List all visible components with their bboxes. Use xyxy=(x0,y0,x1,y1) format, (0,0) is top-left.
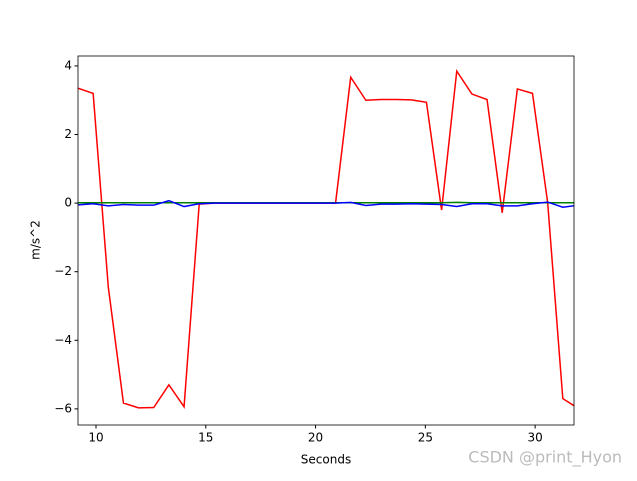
x-axis-label: Seconds xyxy=(301,453,351,467)
y-tick-label: −4 xyxy=(54,333,72,347)
line-series xyxy=(78,71,578,408)
x-tick-label: 30 xyxy=(527,431,542,445)
y-tick-label: 4 xyxy=(64,58,72,72)
y-tick-label: 2 xyxy=(64,127,72,141)
y-tick-label: −6 xyxy=(54,401,72,415)
y-tick-label: 0 xyxy=(64,196,72,210)
y-tick-label: −2 xyxy=(54,264,72,278)
y-axis-label: m/s^2 xyxy=(29,220,43,260)
plot-frame xyxy=(78,56,574,425)
plot-area xyxy=(78,71,578,408)
x-tick-label: 15 xyxy=(198,431,213,445)
x-tick-label: 10 xyxy=(88,431,103,445)
watermark: CSDN @print_Hyon xyxy=(468,448,622,468)
x-tick-label: 25 xyxy=(418,431,433,445)
x-tick-label: 20 xyxy=(308,431,323,445)
